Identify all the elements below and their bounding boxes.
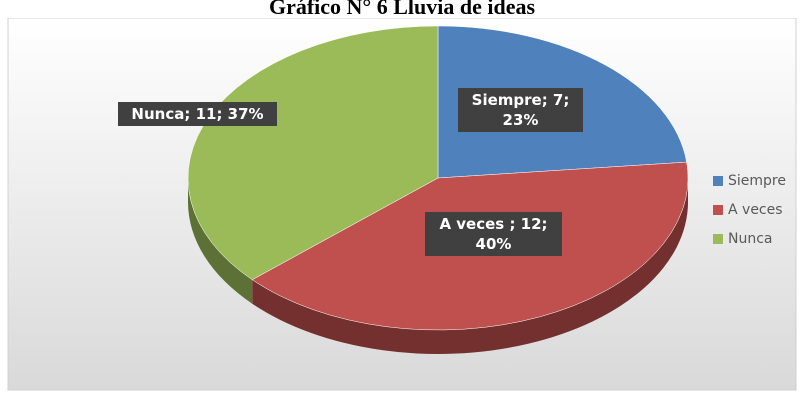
legend-label: A veces: [728, 202, 783, 218]
pie-side: [188, 178, 253, 304]
legend-label: Nunca: [728, 231, 773, 247]
legend-label: Siempre: [728, 173, 786, 189]
title-band: [0, 0, 804, 18]
data-label: A veces ; 12; 40%: [425, 212, 562, 256]
data-label: Siempre; 7; 23%: [458, 88, 583, 132]
legend-swatch: [713, 205, 723, 215]
data-label: Nunca; 11; 37%: [118, 102, 277, 126]
legend-swatch: [713, 176, 723, 186]
pie-side: [252, 178, 688, 354]
chart-title: Gráfico N° 6 Lluvia de ideas: [269, 0, 536, 19]
legend-swatch: [713, 234, 723, 244]
